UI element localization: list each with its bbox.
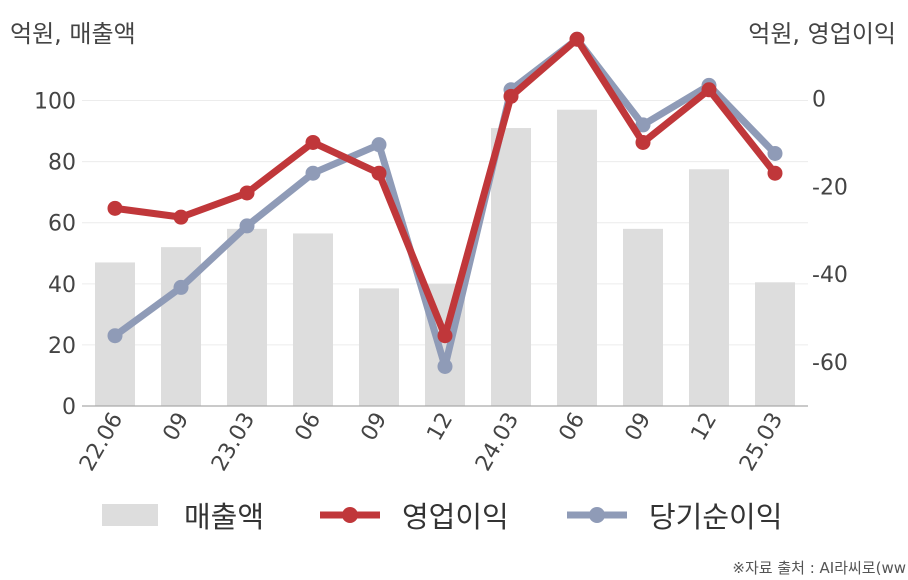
- legend-label-net-income: 당기순이익: [649, 500, 783, 534]
- operating-profit-point: [305, 134, 321, 150]
- operating-profit-point: [107, 200, 123, 216]
- legend-item-operating-profit: 영업이익: [318, 494, 509, 536]
- right-tick-label: -20: [812, 175, 848, 200]
- x-tick-label: 09: [621, 409, 657, 446]
- revenue-bar: [491, 128, 531, 406]
- net-income-point: [107, 328, 123, 344]
- x-tick-label: 09: [159, 409, 195, 446]
- operating-profit-point: [173, 209, 189, 225]
- net-income-point: [173, 279, 189, 295]
- operating-profit-point: [767, 165, 783, 181]
- net-income-point: [239, 218, 255, 234]
- x-tick-label: 12: [423, 409, 459, 446]
- operating-profit-point: [239, 185, 255, 201]
- net-income-point: [305, 165, 321, 181]
- x-tick-label: 12: [687, 409, 723, 446]
- x-tick-label: 23.03: [207, 409, 260, 476]
- right-axis-unit: 억원, 영업이익: [748, 20, 896, 48]
- operating-profit-point: [437, 328, 453, 344]
- revenue-bar: [557, 109, 597, 406]
- net-income-point: [635, 117, 651, 133]
- legend-item-net-income: 당기순이익: [565, 494, 782, 536]
- operating-profit-point: [503, 88, 519, 104]
- revenue-bars: [95, 109, 795, 406]
- profit-lines: [107, 31, 783, 374]
- x-tick-label: 25.03: [735, 409, 788, 476]
- x-tick-label: 09: [357, 409, 393, 446]
- net-income-point: [437, 358, 453, 374]
- revenue-bar: [755, 282, 795, 406]
- right-axis-ticks: 0 -20 -40 -60: [812, 88, 848, 377]
- left-tick-label: 20: [48, 334, 76, 359]
- operating-profit-point: [701, 82, 717, 98]
- legend-line-swatch-red: [320, 507, 380, 523]
- revenue-bar: [227, 228, 267, 406]
- left-tick-label: 60: [48, 212, 76, 237]
- grid-lines: [82, 100, 808, 346]
- x-tick-label: 06: [555, 409, 591, 446]
- legend-line-swatch-blue: [567, 507, 627, 523]
- net-income-point: [767, 145, 783, 161]
- revenue-bar: [623, 228, 663, 406]
- x-tick-label: 22.06: [75, 409, 128, 476]
- x-tick-label: 24.03: [471, 409, 524, 476]
- revenue-bar: [689, 169, 729, 406]
- operating-profit-point: [569, 31, 585, 47]
- left-tick-label: 80: [48, 151, 76, 176]
- legend-item-revenue: 매출액: [102, 494, 264, 536]
- net-income-point: [371, 137, 387, 153]
- revenue-bar: [359, 288, 399, 406]
- left-tick-label: 0: [62, 395, 76, 420]
- operating-profit-point: [635, 134, 651, 150]
- revenue-bar: [293, 233, 333, 406]
- legend-bar-swatch: [102, 504, 158, 526]
- x-axis-ticks: 22.06 09 23.03 06 09 12 24.03 06 09 12 25.03: [75, 409, 788, 476]
- left-axis-unit: 억원, 매출액: [10, 20, 136, 48]
- x-tick-label: 06: [291, 409, 327, 446]
- left-axis-ticks: 0 20 40 60 80 100: [34, 90, 76, 420]
- legend-label-revenue: 매출액: [184, 500, 265, 534]
- operating-profit-point: [371, 165, 387, 181]
- left-tick-label: 100: [34, 90, 76, 115]
- source-note: ※자료 출처 : AI라씨로(ww: [732, 559, 906, 577]
- left-tick-label: 40: [48, 273, 76, 298]
- right-tick-label: -60: [812, 351, 848, 376]
- right-tick-label: -40: [812, 263, 848, 288]
- legend-label-operating-profit: 영업이익: [402, 500, 509, 534]
- right-tick-label: 0: [812, 88, 826, 113]
